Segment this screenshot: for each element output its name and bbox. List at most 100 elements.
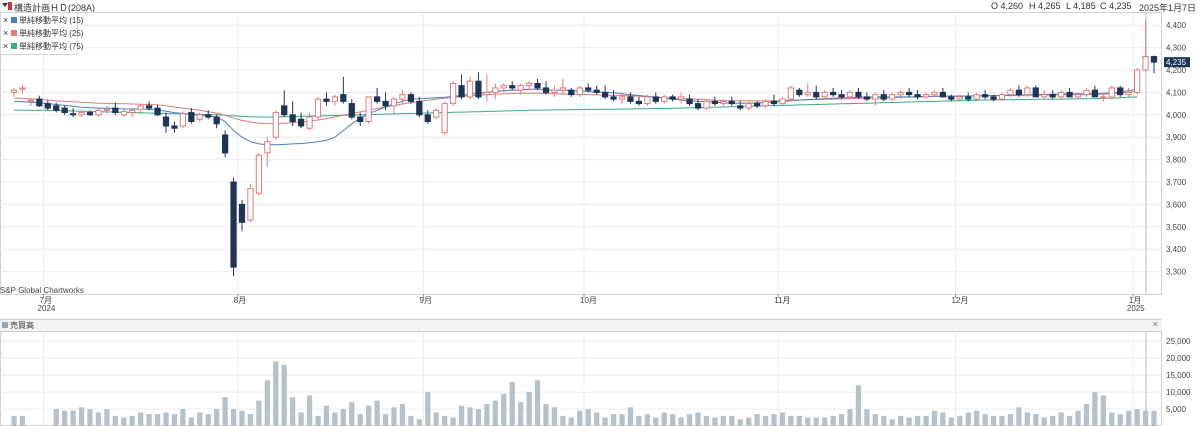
candle-body [534,82,541,89]
candle-body [661,96,668,102]
legend-swatch [11,30,17,36]
volume-bar [340,409,346,426]
price-axis-tick-label: 4,400 [1166,21,1187,30]
candle-body [813,91,820,98]
candle-body [264,141,271,154]
candle-body [652,96,659,102]
volume-bar [898,415,904,426]
candle-body [297,118,305,127]
remove-icon[interactable]: × [3,28,9,38]
candle-body [340,94,347,102]
collapse-caret-icon[interactable] [2,3,8,7]
candle-body [804,91,811,96]
candle-body [365,96,372,123]
volume-bar [999,415,1005,426]
volume-bar [1092,392,1098,426]
volume-bar [847,409,853,426]
legend-label: 単純移動平均 (25) [19,29,84,38]
candle-body [449,82,457,105]
candle-body [129,109,136,114]
candle-body [686,98,693,105]
volume-bar [1007,414,1014,426]
candle-body [905,91,913,96]
volume-panel-title: 売買高 [10,321,34,330]
volume-bar [965,412,971,426]
volume-bar [264,380,270,426]
candle-body [1041,94,1048,98]
symbol-title: 構造計画ＨＤ(208A) [14,3,96,13]
volume-bar [1016,407,1022,426]
data-credit: S&P Global Chartworks [0,286,84,295]
legend-item-ma25[interactable]: × 単純移動平均 (25) [1,27,83,40]
volume-bar [62,410,68,426]
legend-item-ma15[interactable]: × 単純移動平均 (15) [1,14,83,27]
price-axis-tick-label: 4,100 [1166,88,1187,97]
volume-axis-tick-label: 15,000 [1166,371,1191,380]
candle-body [1015,89,1023,96]
volume-bar [247,414,254,426]
volume-bar [138,412,144,426]
volume-bar [1142,410,1149,426]
legend-label: 単純移動平均 (15) [19,16,84,25]
candle-body [998,94,1006,100]
volume-axis-tick-label: 10,000 [1166,388,1191,397]
volume-bar [568,417,574,426]
remove-icon[interactable]: × [3,15,9,25]
candle-body [348,103,355,118]
volume-bar [290,397,296,426]
volume-bar [475,409,482,426]
volume-bar [1109,412,1115,426]
candle-body [1024,87,1031,96]
volume-bar [737,419,743,426]
volume-bar [602,417,608,426]
volume-bar [19,415,26,426]
volume-bar [129,415,135,426]
volume-bar [509,381,515,426]
volume-bar [855,385,862,426]
volume-bar [864,409,870,426]
candle-body [948,96,955,100]
candle-body [737,105,744,109]
price-axis-tick-label: 3,400 [1166,245,1187,254]
candle-body [601,91,609,98]
candle-body [86,112,94,116]
volume-bar [872,414,878,426]
symbol-color-swatch [8,2,12,10]
candle-body [492,87,499,93]
volume-bar [53,409,59,426]
volume-bar [729,415,735,426]
volume-bar [171,414,178,426]
volume-bar [534,380,541,426]
candle-body [357,116,364,123]
volume-bar [1100,395,1106,426]
volume-bar [467,407,473,426]
legend-swatch [11,43,17,49]
volume-bar [974,410,980,426]
legend-swatch [11,17,17,23]
volume-bar [104,409,110,426]
volume-bar [1050,415,1056,426]
volume-bar [585,409,591,426]
legend-item-ma75[interactable]: × 単純移動平均 (75) [1,40,83,53]
candle-body [576,87,583,96]
price-axis-tick-label: 4,200 [1166,66,1187,75]
remove-icon[interactable]: × [3,41,9,51]
candle-body [821,91,828,98]
candle-body [1091,89,1099,98]
volume-axis-tick-label: 20,000 [1166,354,1191,363]
volume-bar [1066,415,1073,426]
price-axis-tick-label: 3,700 [1166,178,1187,187]
volume-bar [594,412,600,426]
candle-body [1083,89,1090,96]
close-icon[interactable]: × [1152,319,1158,329]
volume-bar [982,414,988,426]
candle-body [703,100,710,109]
volume-bar [197,412,203,426]
candle-body [399,94,406,100]
volume-bar [948,417,954,426]
candle-body [1074,94,1082,98]
candle-body [272,112,279,138]
volume-bar [95,412,102,426]
volume-bar [492,400,498,426]
